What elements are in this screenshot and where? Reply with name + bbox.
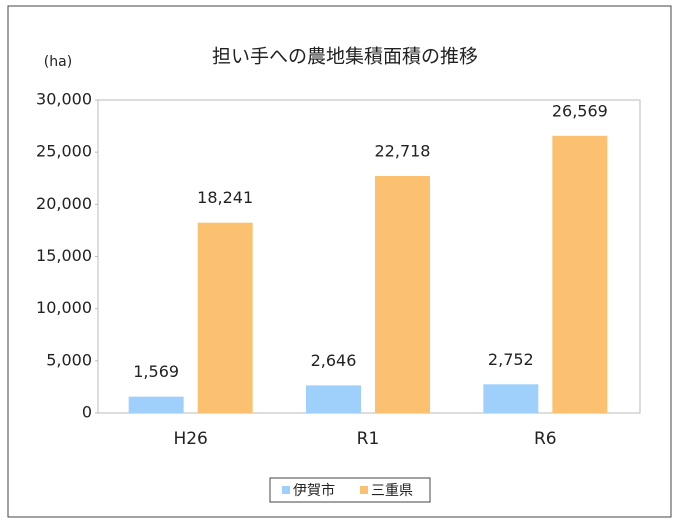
legend-label: 三重県	[371, 483, 413, 499]
y-tick-label: 25,000	[36, 142, 92, 161]
chart-title: 担い手への農地集積面積の推移	[212, 46, 478, 68]
bar	[197, 222, 253, 413]
x-tick-label: R1	[357, 429, 380, 449]
bar	[552, 135, 608, 414]
y-tick-label: 5,000	[46, 350, 92, 369]
value-label: 18,241	[197, 188, 253, 207]
bar	[128, 396, 184, 413]
value-label: 2,646	[311, 351, 357, 370]
x-tick-label: R6	[534, 429, 557, 449]
y-tick-label: 30,000	[36, 90, 92, 109]
bar	[306, 385, 361, 413]
legend-box	[269, 477, 431, 503]
bar	[483, 384, 539, 413]
y-tick-label: 15,000	[36, 246, 92, 265]
legend-swatch	[360, 486, 368, 494]
value-label: 1,569	[133, 362, 179, 381]
bar	[375, 175, 430, 413]
value-label: 26,569	[552, 101, 608, 120]
legend-swatch	[282, 486, 290, 494]
x-tick-label: H26	[173, 429, 207, 449]
y-tick-label: 0	[82, 403, 92, 422]
value-label: 2,752	[488, 350, 534, 369]
value-label: 22,718	[375, 141, 431, 160]
y-axis-label: (ha)	[44, 54, 72, 70]
y-tick-label: 20,000	[36, 194, 92, 213]
y-tick-label: 10,000	[36, 298, 92, 317]
legend-label: 伊賀市	[293, 482, 335, 499]
